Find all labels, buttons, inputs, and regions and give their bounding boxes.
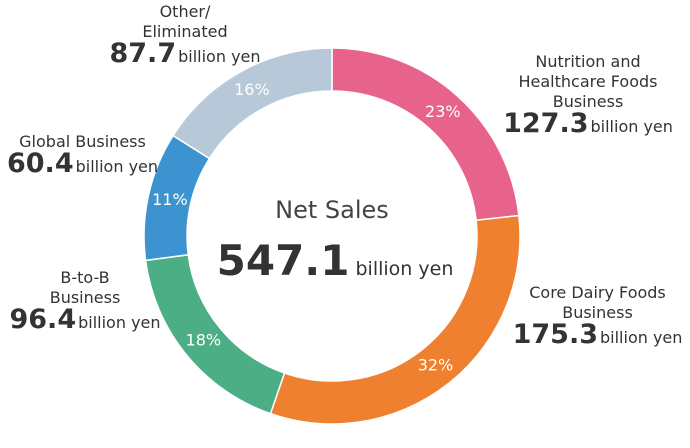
label-name-line: Other/ — [159, 2, 211, 21]
label-name-line: Nutrition and — [535, 52, 641, 71]
donut-slice-0 — [331, 47, 520, 222]
label-value: 175.3 — [512, 319, 598, 350]
slice-percent-label: 18% — [186, 330, 222, 349]
label-unit: billion yen — [178, 47, 261, 66]
label-unit: billion yen — [78, 313, 161, 332]
label-name-line: Healthcare Foods — [518, 72, 658, 91]
center-total-value: 547.1 — [216, 236, 350, 285]
label-value-row: 175.3 billion yen — [505, 321, 690, 348]
label-value: 87.7 — [109, 38, 177, 69]
slice-percent-label: 23% — [425, 102, 461, 121]
label-name-line: Eliminated — [142, 22, 228, 41]
label-global-business: Global Business 60.4 billion yen — [0, 132, 165, 177]
label-name-line: Business — [552, 92, 624, 111]
label-other-eliminated: Other/ Eliminated 87.7 billion yen — [100, 2, 270, 67]
label-unit: billion yen — [600, 328, 683, 347]
label-name-line: Global Business — [19, 132, 146, 151]
label-unit: billion yen — [75, 157, 159, 176]
label-name-line: B-to-B — [60, 268, 110, 287]
label-value-row: 96.4 billion yen — [0, 306, 170, 333]
center-total: 547.1 billion yen — [200, 236, 470, 285]
label-name-line: Core Dairy Foods — [529, 283, 666, 302]
label-value-row: 87.7 billion yen — [100, 40, 270, 67]
label-nutrition-healthcare: Nutrition and Healthcare Foods Business … — [498, 52, 678, 137]
label-value-row: 127.3 billion yen — [498, 110, 678, 137]
slice-percent-label: 11% — [152, 190, 188, 209]
label-value-row: 60.4 billion yen — [0, 150, 165, 177]
center-title: Net Sales — [275, 196, 389, 224]
center-total-unit: billion yen — [355, 258, 454, 280]
slice-percent-label: 32% — [418, 355, 454, 374]
donut-slice-4 — [172, 47, 333, 160]
label-core-dairy: Core Dairy Foods Business 175.3 billion y… — [505, 283, 690, 348]
label-name-line: Business — [49, 288, 121, 307]
label-value: 60.4 — [6, 148, 74, 179]
label-value: 127.3 — [503, 108, 589, 139]
slice-percent-label: 16% — [234, 80, 270, 99]
label-name-line: Business — [562, 303, 633, 322]
label-unit: billion yen — [590, 117, 673, 136]
label-value: 96.4 — [9, 304, 77, 335]
label-b-to-b: B-to-B Business 96.4 billion yen — [0, 268, 170, 333]
